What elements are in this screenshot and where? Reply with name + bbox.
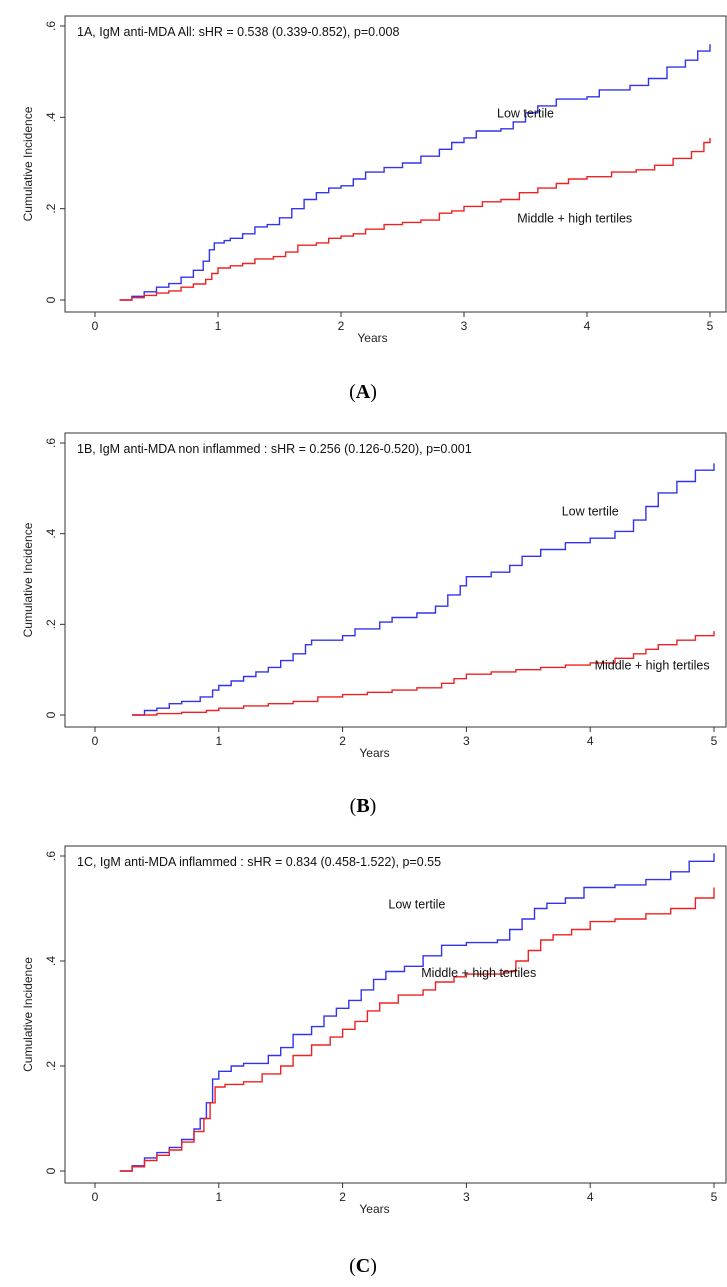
y-tick-label: 0 <box>44 296 58 303</box>
series-line-low-tertile <box>119 44 711 301</box>
x-tick-label: 0 <box>92 1190 99 1204</box>
x-tick-label: 2 <box>339 1190 346 1204</box>
series-line-middle-high-tertiles <box>119 887 715 1172</box>
y-tick-label: .6 <box>44 21 58 31</box>
y-tick-label: 0 <box>44 711 58 718</box>
x-tick-label: 5 <box>711 734 718 748</box>
x-tick-label: 5 <box>707 319 714 333</box>
y-axis-label: Cumulative Incidence <box>21 957 35 1072</box>
panel-caption: (C) <box>349 1255 377 1277</box>
series-line-middle-high-tertiles <box>119 137 711 301</box>
series-label: Low tertile <box>497 106 554 120</box>
y-tick-label: .2 <box>44 619 58 629</box>
series-label: Middle + high tertiles <box>517 211 632 225</box>
x-tick-label: 5 <box>711 1190 718 1204</box>
panel-title: 1C, IgM anti-MDA inflammed : sHR = 0.834… <box>77 855 441 869</box>
y-tick-label: .6 <box>44 851 58 861</box>
plot-frame <box>64 15 727 313</box>
y-tick-label: .2 <box>44 203 58 213</box>
x-tick-label: 4 <box>587 1190 594 1204</box>
y-tick-label: .4 <box>44 956 58 966</box>
series-line-middle-high-tertiles <box>132 631 715 716</box>
x-tick-label: 1 <box>215 1190 222 1204</box>
panel-title: 1B, IgM anti-MDA non inflammed : sHR = 0… <box>77 442 472 456</box>
panel-caption: (A) <box>349 381 377 403</box>
chart-panel-a: 0 1 2 3 4 5 .6 .4 .2 0 Cumulative Incidence Years 1A… <box>21 15 727 403</box>
panel-caption-letter: C <box>356 1255 370 1277</box>
x-axis-label: Years <box>357 331 387 345</box>
y-axis-label: Cumulative Incidence <box>21 522 35 637</box>
x-tick-label: 0 <box>92 319 99 333</box>
series-line-low-tertile <box>119 853 715 1172</box>
series-label: Low tertile <box>388 898 445 912</box>
x-tick-label: 3 <box>461 319 468 333</box>
chart-panel-c: 0 1 2 3 4 5 .6 .4 .2 0 Cumulative Incidence Years 1C… <box>21 845 727 1277</box>
x-tick-label: 0 <box>92 734 99 748</box>
y-tick-label: .6 <box>44 438 58 448</box>
y-tick-label: .4 <box>44 528 58 538</box>
panel-caption-letter: A <box>356 381 371 403</box>
plot-frame <box>64 432 727 728</box>
chart-panel-b: 0 1 2 3 4 5 .6 .4 .2 0 Cumulative Incidence Years 1B… <box>21 432 727 817</box>
panel-caption: (B) <box>350 795 377 817</box>
x-tick-label: 3 <box>463 734 470 748</box>
x-tick-label: 3 <box>463 1190 470 1204</box>
x-axis-label: Years <box>359 1202 389 1216</box>
panel-title: 1A, IgM anti-MDA All: sHR = 0.538 (0.339… <box>77 25 399 39</box>
series-label: Low tertile <box>562 505 619 519</box>
x-tick-label: 2 <box>339 734 346 748</box>
series-line-low-tertile <box>132 463 715 716</box>
x-tick-label: 4 <box>584 319 591 333</box>
series-label: Middle + high tertiles <box>421 966 536 980</box>
x-tick-label: 2 <box>338 319 345 333</box>
x-axis-label: Years <box>359 746 389 760</box>
y-axis-label: Cumulative Incidence <box>21 106 35 221</box>
x-tick-label: 1 <box>215 319 222 333</box>
y-tick-label: 0 <box>44 1167 58 1174</box>
panel-caption-letter: B <box>356 795 369 817</box>
series-label: Middle + high tertiles <box>595 659 710 673</box>
x-tick-label: 4 <box>587 734 594 748</box>
y-tick-label: .4 <box>44 112 58 122</box>
y-tick-label: .2 <box>44 1061 58 1071</box>
x-tick-label: 1 <box>215 734 222 748</box>
